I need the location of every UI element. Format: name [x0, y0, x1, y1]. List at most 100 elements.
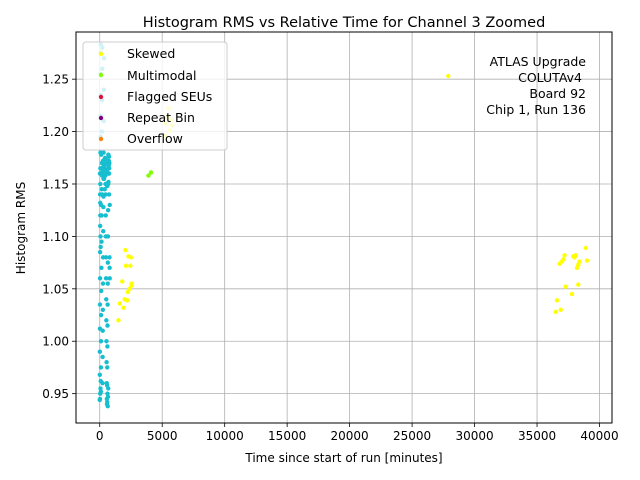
point-skewed [576, 282, 581, 287]
y-tick-label: 0.95 [42, 387, 69, 401]
point-channel-3 [100, 328, 105, 333]
point-skewed [553, 309, 558, 315]
point-skewed [583, 245, 588, 251]
y-axis: 0.95 1.00 1.05 1.10 1.15 1.20 1.25 [42, 73, 76, 401]
point-skewed [116, 318, 121, 323]
point-channel-3 [107, 265, 112, 271]
point-channel-3 [97, 349, 103, 354]
x-tick-label: 15000 [268, 429, 306, 443]
point-skewed [561, 257, 566, 262]
point-skewed [125, 298, 130, 303]
x-tick-label: 10000 [206, 429, 244, 443]
point-channel-3 [103, 255, 109, 260]
point-channel-3 [105, 183, 110, 189]
point-skewed [569, 291, 575, 297]
data-points [97, 42, 590, 409]
point-channel-3 [100, 281, 106, 286]
plot-area-frame [75, 31, 613, 424]
x-tick-label: 20000 [331, 429, 369, 443]
point-channel-3 [98, 181, 103, 187]
point-channel-3 [102, 187, 107, 192]
point-channel-3 [98, 202, 104, 208]
y-tick-label: 1.10 [42, 230, 69, 244]
point-channel-3 [107, 255, 112, 260]
point-skewed [577, 259, 582, 264]
point-channel-3 [98, 365, 104, 370]
x-axis: 0 5000 10000 15000 20000 25000 30000 35000 40000 [96, 423, 619, 443]
point-skewed [117, 301, 122, 306]
point-channel-3 [99, 239, 104, 244]
point-skewed [584, 258, 590, 263]
point-channel-3 [106, 171, 112, 176]
point-channel-3 [98, 213, 103, 218]
point-skewed [123, 263, 129, 268]
point-channel-3 [99, 173, 105, 178]
x-tick-label: 35000 [518, 429, 556, 443]
point-channel-3 [97, 223, 103, 229]
point-channel-3 [106, 386, 111, 391]
annotation-box: ATLAS Upgrade COLUTAv4 Board 92 Chip 1, … [486, 54, 586, 117]
point-channel-3 [98, 312, 104, 318]
point-channel-3 [101, 157, 107, 163]
legend-marker-repeat-bin [98, 115, 104, 121]
annotation-line-3: Board 92 [529, 86, 586, 101]
point-channel-3 [104, 339, 109, 344]
point-channel-3 [104, 360, 109, 365]
point-channel-3 [106, 179, 111, 185]
x-tick-label: 0 [96, 429, 104, 443]
x-tick-label: 40000 [580, 429, 618, 443]
point-skewed [120, 279, 125, 284]
chart-title: Histogram RMS vs Relative Time for Chann… [143, 15, 546, 31]
y-tick-label: 1.20 [42, 125, 69, 139]
x-tick-label: 25000 [393, 429, 431, 443]
point-channel-3 [105, 365, 110, 370]
point-channel-3 [98, 244, 103, 250]
point-channel-3 [99, 265, 104, 271]
point-channel-3 [97, 302, 103, 307]
point-skewed [446, 73, 451, 79]
point-channel-3 [105, 302, 110, 307]
point-channel-3 [103, 213, 108, 218]
y-tick-label: 1.15 [42, 177, 69, 191]
point-channel-3 [107, 160, 112, 166]
point-channel-3 [97, 372, 103, 377]
point-channel-3 [101, 228, 106, 234]
point-channel-3 [101, 194, 106, 199]
point-multimodal [146, 173, 151, 178]
point-channel-3 [100, 167, 106, 172]
y-axis-label: Histogram RMS [14, 182, 28, 274]
point-channel-3 [97, 276, 103, 281]
point-skewed [554, 298, 560, 303]
point-channel-3 [97, 396, 103, 402]
point-channel-3 [98, 391, 103, 396]
point-channel-3 [106, 192, 112, 197]
point-channel-3 [105, 234, 111, 239]
point-skewed [573, 253, 578, 258]
x-tick-label: 5000 [147, 429, 178, 443]
point-channel-3 [100, 307, 106, 312]
point-skewed [562, 253, 567, 258]
x-tick-label: 30000 [455, 429, 493, 443]
point-channel-3 [104, 318, 109, 323]
point-channel-3 [105, 399, 110, 405]
point-skewed [558, 307, 563, 312]
point-channel-3 [98, 339, 104, 344]
legend-marker-overflow [98, 136, 104, 142]
y-tick-label: 1.05 [42, 282, 69, 296]
point-channel-3 [103, 173, 108, 178]
annotation-line-2: COLUTAv4 [518, 70, 582, 85]
point-channel-3 [104, 168, 109, 173]
point-channel-3 [98, 234, 103, 239]
annotation-line-1: ATLAS Upgrade [490, 54, 587, 69]
legend-marker-multimodal [98, 72, 104, 78]
point-channel-3 [105, 394, 111, 399]
point-channel-3 [106, 152, 111, 157]
point-channel-3 [103, 276, 109, 281]
legend-label-repeat-bin: Repeat Bin [127, 110, 195, 125]
point-skewed [128, 255, 134, 260]
point-channel-3 [104, 297, 109, 302]
x-axis-label: Time since start of run [minutes] [244, 451, 442, 465]
point-multimodal [148, 170, 154, 175]
legend-label-skewed: Skewed [127, 46, 175, 61]
annotation-line-4: Chip 1, Run 136 [486, 102, 586, 117]
